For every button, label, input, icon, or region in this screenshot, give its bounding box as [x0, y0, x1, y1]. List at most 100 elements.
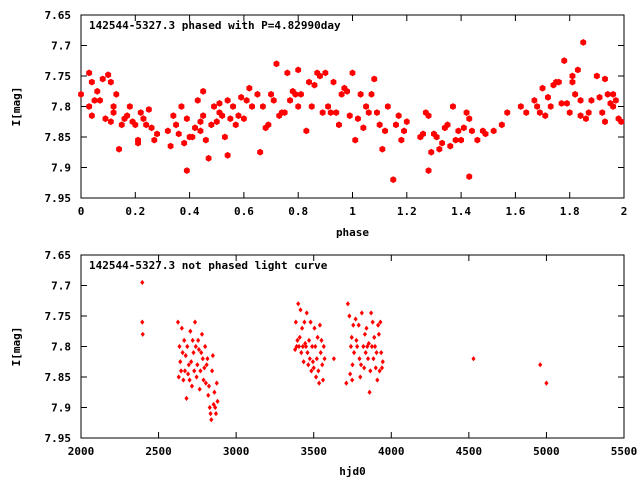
data-point [222, 133, 228, 141]
data-point [164, 127, 171, 135]
data-point [185, 371, 191, 377]
data-point [346, 112, 353, 120]
data-point [199, 350, 204, 356]
data-point [304, 310, 309, 316]
data-point [539, 84, 546, 92]
data-point [599, 109, 606, 116]
data-point [200, 356, 205, 362]
data-point [206, 392, 211, 398]
data-point [618, 118, 625, 126]
data-point [126, 103, 133, 110]
data-point [357, 90, 364, 98]
data-point [379, 145, 386, 153]
data-point [216, 100, 223, 107]
data-point [401, 127, 407, 135]
data-point [232, 121, 239, 129]
data-point [425, 167, 432, 174]
data-point [91, 97, 98, 104]
data-point [547, 103, 554, 110]
data-point [490, 127, 497, 135]
data-point [215, 398, 220, 404]
data-point [178, 103, 185, 110]
data-point [569, 78, 576, 86]
data-point [212, 389, 217, 395]
data-point [205, 154, 212, 162]
unphased-light-curve-plot: 2000 2500 3000 3500 4000 4500 5000 5500 7.65 7.7 7… [10, 249, 637, 478]
data-point [585, 109, 592, 116]
data-point [538, 362, 543, 368]
data-point [593, 72, 600, 80]
data-point [362, 331, 367, 337]
data-point [184, 395, 189, 401]
data-point [558, 100, 565, 107]
data-point [214, 380, 219, 386]
data-point [347, 313, 352, 319]
plot-frame [80, 14, 625, 199]
data-point [213, 411, 219, 417]
data-point [320, 362, 325, 368]
data-point [574, 66, 581, 74]
data-point [191, 350, 196, 356]
data-point [190, 337, 195, 343]
data-point [362, 365, 367, 371]
data-point [350, 362, 355, 368]
data-point [86, 69, 93, 77]
data-point [338, 90, 345, 98]
data-point [356, 322, 361, 328]
data-point [313, 374, 319, 380]
data-point [369, 343, 374, 350]
data-point [425, 112, 432, 120]
data-point [374, 109, 380, 116]
data-point [181, 377, 186, 383]
y-axis-label: I[mag] [10, 87, 23, 127]
data-point [316, 368, 321, 374]
data-point [198, 368, 203, 374]
data-point [542, 112, 549, 120]
data-point [194, 374, 199, 380]
data-point [523, 109, 530, 116]
data-point [148, 124, 155, 132]
data-point [312, 325, 317, 331]
data-point [210, 368, 215, 374]
data-point [183, 353, 188, 359]
data-point [376, 121, 383, 129]
data-point [371, 75, 378, 83]
data-point [580, 39, 587, 46]
data-point [257, 148, 264, 156]
y-tick-label: 7.65 [45, 249, 72, 262]
data-point [371, 356, 376, 362]
data-point [428, 148, 435, 156]
y-axis-label: I[mag] [10, 327, 23, 367]
x-tick-label: 2500 [145, 445, 172, 458]
data-point [331, 356, 336, 362]
data-point [517, 103, 524, 110]
data-point [309, 368, 314, 374]
data-point [110, 109, 117, 116]
data-point [185, 343, 190, 350]
data-point [94, 87, 101, 95]
data-point [433, 133, 440, 141]
data-point [612, 97, 619, 104]
data-point [379, 365, 385, 371]
data-point [564, 100, 570, 107]
data-point [180, 350, 185, 356]
data-point [202, 365, 207, 371]
data-point [88, 112, 95, 120]
data-point [196, 337, 201, 343]
data-point [357, 356, 362, 362]
data-point [344, 380, 349, 386]
data-point [358, 374, 363, 380]
data-point [455, 127, 462, 135]
data-point [219, 112, 226, 120]
data-point [200, 112, 207, 120]
data-point [243, 97, 250, 104]
data-point [336, 121, 342, 129]
data-point [182, 368, 188, 374]
data-point [366, 340, 371, 347]
data-point [230, 103, 236, 110]
data-point [170, 112, 177, 120]
x-tick-label: 0.6 [234, 205, 254, 218]
data-point [297, 334, 302, 340]
x-tick-label: 0 [78, 205, 85, 218]
y-tick-label: 7.85 [45, 371, 72, 384]
